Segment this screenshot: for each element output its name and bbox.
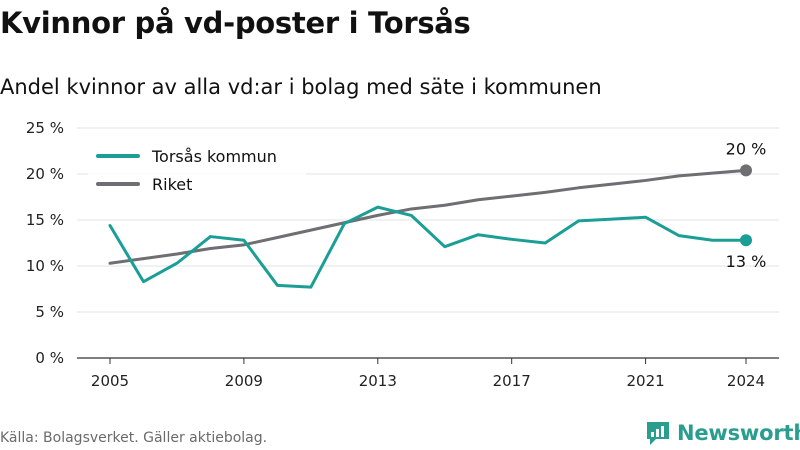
- x-tick-label: 2021: [626, 372, 664, 390]
- chart-title: Kvinnor på vd-poster i Torsås: [0, 6, 471, 40]
- end-label-riket: 20 %: [726, 139, 767, 158]
- legend-label-riket: Riket: [152, 175, 192, 194]
- legend-label-torsas: Torsås kommun: [151, 147, 277, 166]
- brand-logo: Newsworthy: [645, 420, 800, 446]
- x-tick-label: 2009: [225, 372, 263, 390]
- x-tick-label: 2005: [91, 372, 129, 390]
- y-tick-label: 20 %: [26, 165, 64, 183]
- legend-box: [88, 140, 306, 198]
- x-tick-label: 2024: [727, 372, 765, 390]
- end-label-torsas: 13 %: [726, 252, 767, 271]
- y-tick-label: 15 %: [26, 211, 64, 229]
- y-tick-label: 5 %: [35, 303, 64, 321]
- brand-name: Newsworthy: [677, 421, 800, 445]
- series-line-torsas: [108, 205, 748, 289]
- x-tick-label: 2017: [493, 372, 531, 390]
- chart-subtitle: Andel kvinnor av alla vd:ar i bolag med …: [0, 75, 602, 99]
- series-line-riket: [108, 168, 748, 265]
- newsworthy-logo-icon: [647, 422, 669, 445]
- end-point-torsas: [740, 234, 752, 247]
- y-tick-label: 0 %: [35, 349, 64, 367]
- source-note: Källa: Bolagsverket. Gäller aktiebolag.: [0, 430, 268, 446]
- end-point-riket: [740, 164, 752, 177]
- y-tick-label: 10 %: [26, 257, 64, 275]
- x-tick-label: 2013: [359, 372, 397, 390]
- line-chart: 0 % 5 % 10 % 15 % 20 % 25 % 2005 2009 2013 2017 20…: [26, 119, 779, 390]
- y-tick-label: 25 %: [26, 119, 64, 137]
